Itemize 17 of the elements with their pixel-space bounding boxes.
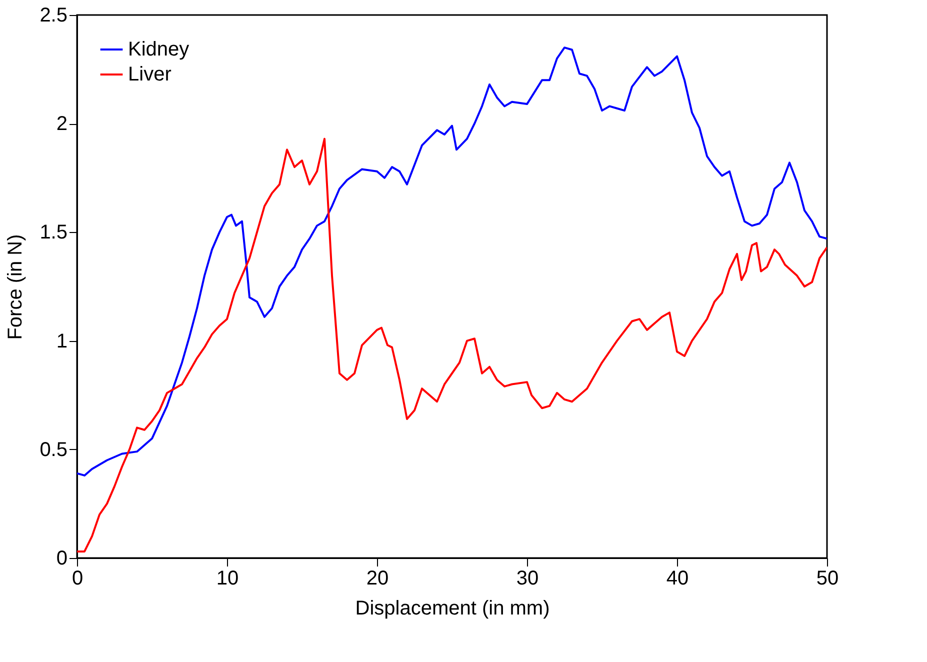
x-tick-label: 0 [72, 568, 84, 590]
x-tick-label: 10 [216, 568, 239, 590]
legend-label: Kidney [128, 38, 190, 60]
legend-label: Liver [128, 64, 172, 86]
x-tick-label: 40 [666, 568, 689, 590]
y-tick-label: 1 [56, 330, 68, 352]
x-tick-label: 50 [816, 568, 839, 590]
y-tick-label: 2.5 [40, 4, 68, 26]
line-series [77, 138, 827, 552]
y-tick-label: 0 [56, 548, 68, 570]
y-tick-label: 1.5 [40, 222, 68, 244]
y-tick-label: 2 [56, 113, 68, 136]
x-tick-label: 30 [516, 568, 539, 590]
x-axis-title: Displacement (in mm) [355, 598, 550, 620]
x-tick-label: 20 [366, 568, 389, 590]
y-axis-title: Force (in N) [4, 234, 27, 340]
y-tick-label: 0.5 [40, 438, 68, 461]
